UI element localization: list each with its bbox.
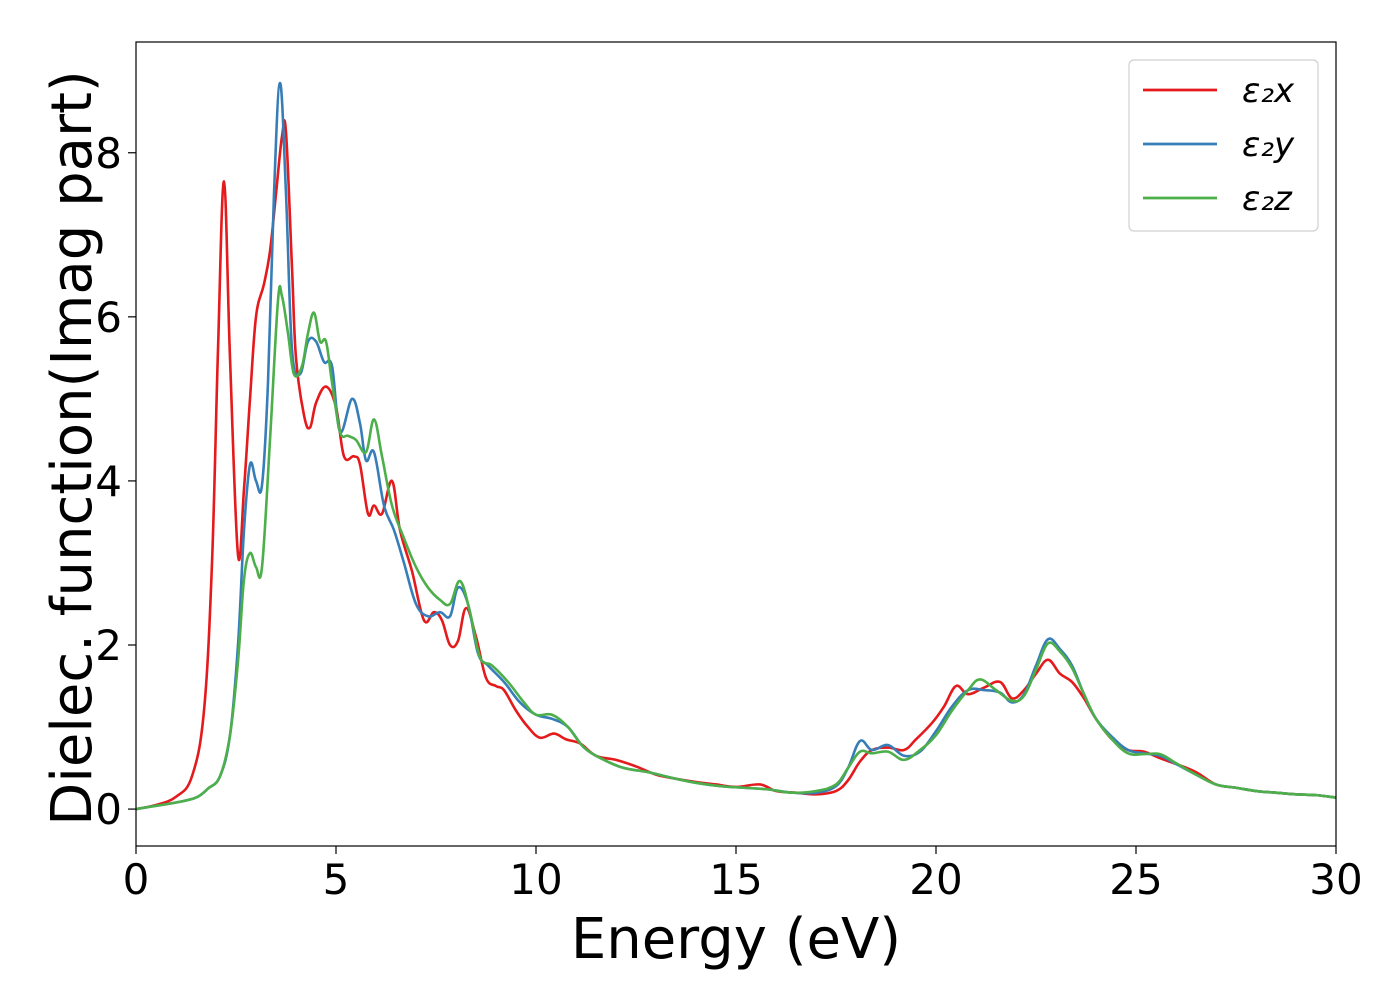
x-tick-label: 10 xyxy=(509,855,562,904)
x-tick-label: 20 xyxy=(909,855,962,904)
y-tick-label: 8 xyxy=(95,129,122,178)
legend-label: ε₂y xyxy=(1242,125,1295,165)
legend: ε₂x ε₂y ε₂z xyxy=(1128,59,1319,232)
x-axis-label: Energy (eV) xyxy=(571,907,901,972)
x-tick-label: 0 xyxy=(123,855,150,904)
y-axis: 0 2 4 6 8 xyxy=(95,129,136,834)
y-tick-label: 0 xyxy=(95,785,122,834)
x-tick-label: 15 xyxy=(709,855,762,904)
y-axis-label: Dielec. function(Imag part) xyxy=(40,70,105,826)
series-line-0 xyxy=(136,118,1336,811)
series-line-2 xyxy=(136,284,1336,811)
series-layer xyxy=(136,81,1336,811)
y-tick-label: 4 xyxy=(95,457,122,506)
legend-label: ε₂z xyxy=(1242,179,1293,219)
legend-box xyxy=(1128,59,1319,232)
x-tick-label: 25 xyxy=(1109,855,1162,904)
y-tick-label: 2 xyxy=(95,621,122,670)
x-tick-label: 30 xyxy=(1309,855,1362,904)
x-axis: 0 5 10 15 20 25 30 xyxy=(123,846,1363,904)
y-tick-label: 6 xyxy=(95,293,122,342)
legend-label: ε₂x xyxy=(1242,71,1295,111)
x-tick-label: 5 xyxy=(323,855,350,904)
